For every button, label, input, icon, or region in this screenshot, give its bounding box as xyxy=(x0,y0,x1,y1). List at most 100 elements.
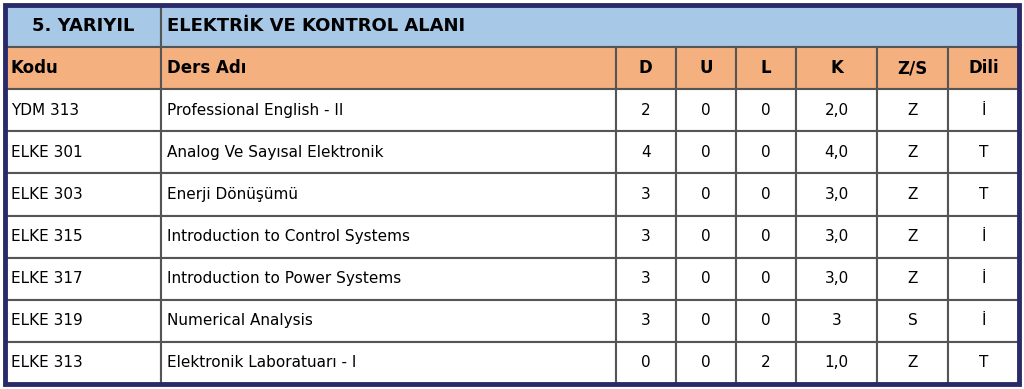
Bar xyxy=(736,342,796,384)
Text: 2,0: 2,0 xyxy=(824,103,849,118)
Text: 0: 0 xyxy=(701,356,711,370)
Bar xyxy=(162,342,615,384)
Bar xyxy=(676,216,736,258)
Text: 0: 0 xyxy=(701,187,711,202)
Text: Z: Z xyxy=(907,271,919,286)
Bar xyxy=(736,173,796,216)
Text: ELEKTRİK VE KONTROL ALANI: ELEKTRİK VE KONTROL ALANI xyxy=(167,17,466,35)
Bar xyxy=(5,131,162,173)
Text: 0: 0 xyxy=(761,271,771,286)
Text: Z/S: Z/S xyxy=(898,59,928,77)
Bar xyxy=(948,258,1019,300)
Bar xyxy=(5,342,162,384)
Text: İ: İ xyxy=(981,271,986,286)
Text: S: S xyxy=(908,313,918,328)
Bar xyxy=(736,300,796,342)
Text: Professional English - II: Professional English - II xyxy=(167,103,344,118)
Bar xyxy=(948,47,1019,89)
Text: ELKE 317: ELKE 317 xyxy=(11,271,83,286)
Bar xyxy=(878,131,948,173)
Text: Elektronik Laboratuarı - I: Elektronik Laboratuarı - I xyxy=(167,356,356,370)
Bar xyxy=(878,216,948,258)
Bar xyxy=(162,89,615,131)
Text: 0: 0 xyxy=(761,145,771,160)
Bar xyxy=(948,131,1019,173)
Text: 3: 3 xyxy=(641,313,650,328)
Text: 0: 0 xyxy=(761,313,771,328)
Text: 3: 3 xyxy=(641,271,650,286)
Bar xyxy=(5,258,162,300)
Text: 0: 0 xyxy=(701,145,711,160)
Bar xyxy=(676,131,736,173)
Bar xyxy=(162,47,615,89)
Bar xyxy=(162,131,615,173)
Bar xyxy=(615,258,676,300)
Bar xyxy=(736,216,796,258)
Text: Dili: Dili xyxy=(969,59,999,77)
Text: 4,0: 4,0 xyxy=(824,145,849,160)
Text: 0: 0 xyxy=(641,356,650,370)
Bar xyxy=(5,47,162,89)
Bar xyxy=(676,47,736,89)
Text: Analog Ve Sayısal Elektronik: Analog Ve Sayısal Elektronik xyxy=(167,145,384,160)
Bar xyxy=(878,342,948,384)
Text: 0: 0 xyxy=(761,103,771,118)
Text: İ: İ xyxy=(981,313,986,328)
Bar xyxy=(736,131,796,173)
Text: Enerji Dönüşümü: Enerji Dönüşümü xyxy=(167,187,298,202)
Text: Ders Adı: Ders Adı xyxy=(167,59,247,77)
Bar xyxy=(615,300,676,342)
Bar xyxy=(615,216,676,258)
Bar xyxy=(948,173,1019,216)
Bar xyxy=(948,300,1019,342)
Text: T: T xyxy=(979,356,988,370)
Text: Introduction to Power Systems: Introduction to Power Systems xyxy=(167,271,401,286)
Text: Z: Z xyxy=(907,356,919,370)
Bar xyxy=(676,300,736,342)
Text: Z: Z xyxy=(907,145,919,160)
Text: 4: 4 xyxy=(641,145,650,160)
Text: ELKE 319: ELKE 319 xyxy=(11,313,83,328)
Text: L: L xyxy=(761,59,771,77)
Bar xyxy=(796,342,878,384)
Bar xyxy=(878,258,948,300)
Bar xyxy=(796,47,878,89)
Bar xyxy=(796,89,878,131)
Text: Numerical Analysis: Numerical Analysis xyxy=(167,313,313,328)
Bar xyxy=(878,173,948,216)
Bar xyxy=(948,342,1019,384)
Text: 0: 0 xyxy=(701,271,711,286)
Bar xyxy=(796,173,878,216)
Text: 3: 3 xyxy=(641,229,650,244)
Text: 0: 0 xyxy=(701,229,711,244)
Text: YDM 313: YDM 313 xyxy=(11,103,79,118)
Text: D: D xyxy=(639,59,652,77)
Bar xyxy=(615,89,676,131)
Text: T: T xyxy=(979,187,988,202)
Text: Z: Z xyxy=(907,229,919,244)
Bar xyxy=(5,89,162,131)
Text: 3: 3 xyxy=(641,187,650,202)
Text: İ: İ xyxy=(981,103,986,118)
Bar xyxy=(5,5,162,47)
Text: ELKE 315: ELKE 315 xyxy=(11,229,83,244)
Bar xyxy=(162,173,615,216)
Text: 0: 0 xyxy=(761,187,771,202)
Bar xyxy=(736,89,796,131)
Bar xyxy=(676,173,736,216)
Text: T: T xyxy=(979,145,988,160)
Bar xyxy=(878,89,948,131)
Bar xyxy=(736,258,796,300)
Bar xyxy=(615,47,676,89)
Text: 2: 2 xyxy=(761,356,771,370)
Bar xyxy=(948,89,1019,131)
Bar xyxy=(796,216,878,258)
Bar xyxy=(5,173,162,216)
Text: Z: Z xyxy=(907,103,919,118)
Bar xyxy=(878,300,948,342)
Bar xyxy=(796,131,878,173)
Bar xyxy=(948,216,1019,258)
Text: Z: Z xyxy=(907,187,919,202)
Text: Kodu: Kodu xyxy=(11,59,58,77)
Text: 0: 0 xyxy=(701,313,711,328)
